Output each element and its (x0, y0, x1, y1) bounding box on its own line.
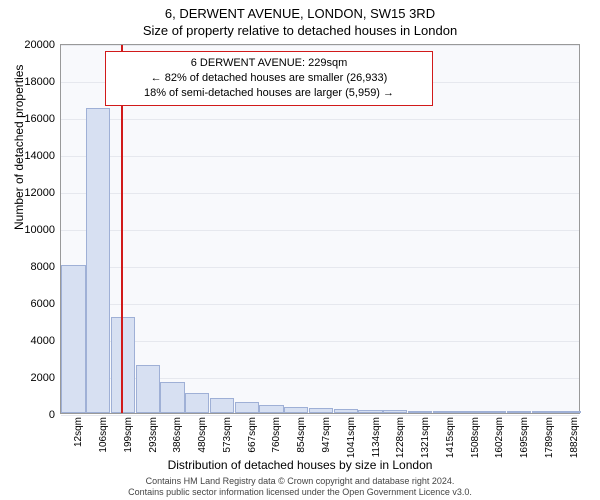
chart-container: 0200040006000800010000120001400016000180… (60, 44, 580, 414)
x-tick-label: 854sqm (296, 417, 307, 453)
y-tick-label: 6000 (31, 298, 61, 310)
y-tick-label: 14000 (24, 150, 61, 162)
gridline (61, 304, 579, 305)
y-axis-label: Number of detached properties (12, 65, 26, 230)
gridline (61, 119, 579, 120)
annotation-line: 18% of semi-detached houses are larger (… (114, 86, 424, 101)
histogram-bar (358, 410, 382, 413)
x-tick-label: 1321sqm (420, 417, 431, 458)
x-tick-label: 1415sqm (445, 417, 456, 458)
gridline (61, 193, 579, 194)
y-tick-label: 16000 (24, 113, 61, 125)
histogram-bar (61, 265, 85, 413)
y-tick-label: 18000 (24, 76, 61, 88)
gridline (61, 230, 579, 231)
histogram-bar (433, 411, 457, 413)
histogram-bar (86, 108, 110, 413)
y-tick-label: 2000 (31, 372, 61, 384)
page-title-line1: 6, DERWENT AVENUE, LONDON, SW15 3RD (0, 0, 600, 21)
gridline (61, 156, 579, 157)
gridline (61, 415, 579, 416)
histogram-bar (556, 411, 580, 413)
x-tick-label: 386sqm (172, 417, 183, 453)
y-tick-label: 10000 (24, 224, 61, 236)
x-tick-label: 760sqm (271, 417, 282, 453)
x-tick-label: 1228sqm (395, 417, 406, 458)
y-tick-label: 20000 (24, 39, 61, 51)
x-tick-label: 12sqm (73, 417, 84, 447)
y-tick-label: 8000 (31, 261, 61, 273)
y-tick-label: 4000 (31, 335, 61, 347)
x-tick-label: 573sqm (222, 417, 233, 453)
x-tick-label: 293sqm (148, 417, 159, 453)
x-tick-label: 947sqm (321, 417, 332, 453)
histogram-bar (482, 411, 506, 413)
x-tick-label: 1695sqm (519, 417, 530, 458)
x-axis-label: Distribution of detached houses by size … (0, 458, 600, 472)
histogram-bar (408, 411, 432, 413)
gridline (61, 341, 579, 342)
histogram-bar (185, 393, 209, 413)
gridline (61, 267, 579, 268)
histogram-bar (383, 410, 407, 413)
histogram-bar (457, 411, 481, 413)
x-tick-label: 1134sqm (371, 417, 382, 457)
histogram-bar (334, 409, 358, 413)
footer-line-2: Contains public sector information licen… (0, 487, 600, 498)
x-tick-label: 1508sqm (470, 417, 481, 458)
annotation-box: 6 DERWENT AVENUE: 229sqm← 82% of detache… (105, 51, 433, 106)
histogram-bar (210, 398, 234, 413)
histogram-bar (284, 407, 308, 413)
gridline (61, 45, 579, 46)
y-tick-label: 0 (49, 409, 61, 421)
annotation-line: ← 82% of detached houses are smaller (26… (114, 71, 424, 86)
y-tick-label: 12000 (24, 187, 61, 199)
footer-line-1: Contains HM Land Registry data © Crown c… (0, 476, 600, 487)
x-tick-label: 1602sqm (494, 417, 505, 458)
histogram-bar (309, 408, 333, 413)
x-tick-label: 667sqm (247, 417, 258, 453)
footer-attribution: Contains HM Land Registry data © Crown c… (0, 476, 600, 498)
histogram-bar (235, 402, 259, 413)
plot-area: 0200040006000800010000120001400016000180… (60, 44, 580, 414)
histogram-bar (532, 411, 556, 413)
x-tick-label: 1789sqm (544, 417, 555, 458)
histogram-bar (160, 382, 184, 413)
histogram-bar (136, 365, 160, 413)
x-tick-label: 106sqm (98, 417, 109, 453)
x-tick-label: 1882sqm (569, 417, 580, 458)
histogram-bar (507, 411, 531, 413)
page-title-line2: Size of property relative to detached ho… (0, 21, 600, 38)
histogram-bar (259, 405, 283, 413)
x-tick-label: 199sqm (123, 417, 134, 453)
annotation-line: 6 DERWENT AVENUE: 229sqm (114, 56, 424, 71)
x-tick-label: 1041sqm (346, 417, 357, 458)
x-tick-label: 480sqm (197, 417, 208, 453)
